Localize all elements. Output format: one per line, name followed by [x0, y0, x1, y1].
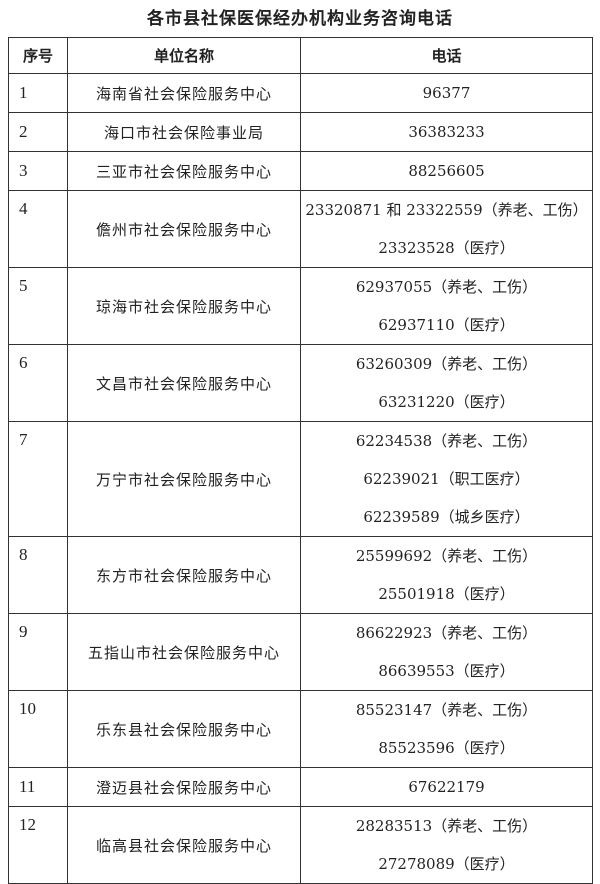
phone-number: 96377 — [422, 84, 471, 102]
unit-name: 五指山市社会保险服务中心 — [67, 613, 301, 691]
table-row: 3 三亚市社会保险服务中心 88256605 — [8, 151, 593, 191]
phone-number: 28283513（养老、工伤） — [355, 817, 538, 835]
phone-number: 85523147（养老、工伤） — [355, 701, 538, 719]
phone-number: 25599692（养老、工伤） — [355, 547, 538, 565]
phone-number: 67622179 — [408, 778, 485, 796]
table-header-row: 序号 单位名称 电话 — [8, 37, 593, 74]
unit-name: 临高县社会保险服务中心 — [67, 806, 301, 884]
phone-cell: 25599692（养老、工伤） 25501918（医疗） — [300, 536, 593, 614]
phone-number: 23323528（医疗） — [378, 239, 515, 257]
row-index: 10 — [8, 690, 68, 768]
phone-number: 36383233 — [408, 123, 485, 141]
phone-cell: 28283513（养老、工伤） 27278089（医疗） — [300, 806, 593, 884]
phone-number: 86622923（养老、工伤） — [355, 624, 538, 642]
unit-name: 东方市社会保险服务中心 — [67, 536, 301, 614]
row-index: 6 — [8, 344, 68, 422]
phone-number: 88256605 — [408, 162, 485, 180]
contact-table: 序号 单位名称 电话 1 海南省社会保险服务中心 96377 2 海口市社会保险事业局 3… — [8, 37, 593, 884]
unit-name: 文昌市社会保险服务中心 — [67, 344, 301, 422]
phone-number: 62937055（养老、工伤） — [355, 278, 538, 296]
row-index: 12 — [8, 806, 68, 884]
unit-name: 海南省社会保险服务中心 — [67, 73, 301, 113]
table-row: 10 乐东县社会保险服务中心 85523147（养老、工伤） 85523596（医疗） — [8, 690, 593, 768]
table-row: 7 万宁市社会保险服务中心 62234538（养老、工伤） 62239021（职工医疗… — [8, 421, 593, 537]
table-row: 5 琼海市社会保险服务中心 62937055（养老、工伤） 62937110（医疗） — [8, 267, 593, 345]
phone-number: 27278089（医疗） — [378, 855, 515, 873]
phone-number: 63260309（养老、工伤） — [355, 355, 538, 373]
row-index: 7 — [8, 421, 68, 537]
unit-name: 万宁市社会保险服务中心 — [67, 421, 301, 537]
row-index: 4 — [8, 190, 68, 268]
row-index: 5 — [8, 267, 68, 345]
phone-number: 62234538（养老、工伤） — [355, 432, 538, 450]
phone-cell: 85523147（养老、工伤） 85523596（医疗） — [300, 690, 593, 768]
phone-cell: 36383233 — [300, 112, 593, 152]
phone-cell: 63260309（养老、工伤） 63231220（医疗） — [300, 344, 593, 422]
phone-number: 85523596（医疗） — [378, 739, 515, 757]
row-index: 8 — [8, 536, 68, 614]
phone-number: 25501918（医疗） — [378, 585, 515, 603]
unit-name: 琼海市社会保险服务中心 — [67, 267, 301, 345]
phone-number: 63231220（医疗） — [378, 393, 515, 411]
phone-cell: 67622179 — [300, 767, 593, 807]
table-row: 12 临高县社会保险服务中心 28283513（养老、工伤） 27278089（医疗） — [8, 806, 593, 884]
table-row: 6 文昌市社会保险服务中心 63260309（养老、工伤） 63231220（医疗） — [8, 344, 593, 422]
phone-number: 62239589（城乡医疗） — [363, 508, 530, 526]
unit-name: 乐东县社会保险服务中心 — [67, 690, 301, 768]
header-phone: 电话 — [300, 37, 593, 74]
phone-number: 62239021（职工医疗） — [363, 470, 530, 488]
unit-name: 澄迈县社会保险服务中心 — [67, 767, 301, 807]
row-index: 11 — [8, 767, 68, 807]
phone-cell: 62234538（养老、工伤） 62239021（职工医疗） 62239589（城乡… — [300, 421, 593, 537]
table-row: 1 海南省社会保险服务中心 96377 — [8, 73, 593, 113]
phone-cell: 86622923（养老、工伤） 86639553（医疗） — [300, 613, 593, 691]
document-title: 各市县社保医保经办机构业务咨询电话 — [147, 9, 453, 29]
phone-cell: 23320871 和 23322559（养老、工伤） 23323528（医疗） — [300, 190, 593, 268]
unit-name: 三亚市社会保险服务中心 — [67, 151, 301, 191]
table-row: 2 海口市社会保险事业局 36383233 — [8, 112, 593, 152]
row-index: 3 — [8, 151, 68, 191]
table-row: 11 澄迈县社会保险服务中心 67622179 — [8, 767, 593, 807]
phone-number: 86639553（医疗） — [378, 662, 515, 680]
row-index: 2 — [8, 112, 68, 152]
row-index: 1 — [8, 73, 68, 113]
phone-number: 62937110（医疗） — [378, 316, 515, 334]
table-row: 4 儋州市社会保险服务中心 23320871 和 23322559（养老、工伤） 23… — [8, 190, 593, 268]
phone-cell: 96377 — [300, 73, 593, 113]
phone-cell: 88256605 — [300, 151, 593, 191]
table-row: 8 东方市社会保险服务中心 25599692（养老、工伤） 25501918（医疗） — [8, 536, 593, 614]
header-unit-name: 单位名称 — [67, 37, 301, 74]
phone-cell: 62937055（养老、工伤） 62937110（医疗） — [300, 267, 593, 345]
unit-name: 海口市社会保险事业局 — [67, 112, 301, 152]
row-index: 9 — [8, 613, 68, 691]
table-row: 9 五指山市社会保险服务中心 86622923（养老、工伤） 86639553（医疗） — [8, 613, 593, 691]
header-index: 序号 — [8, 37, 68, 74]
phone-number: 23320871 和 23322559（养老、工伤） — [305, 201, 588, 219]
unit-name: 儋州市社会保险服务中心 — [67, 190, 301, 268]
